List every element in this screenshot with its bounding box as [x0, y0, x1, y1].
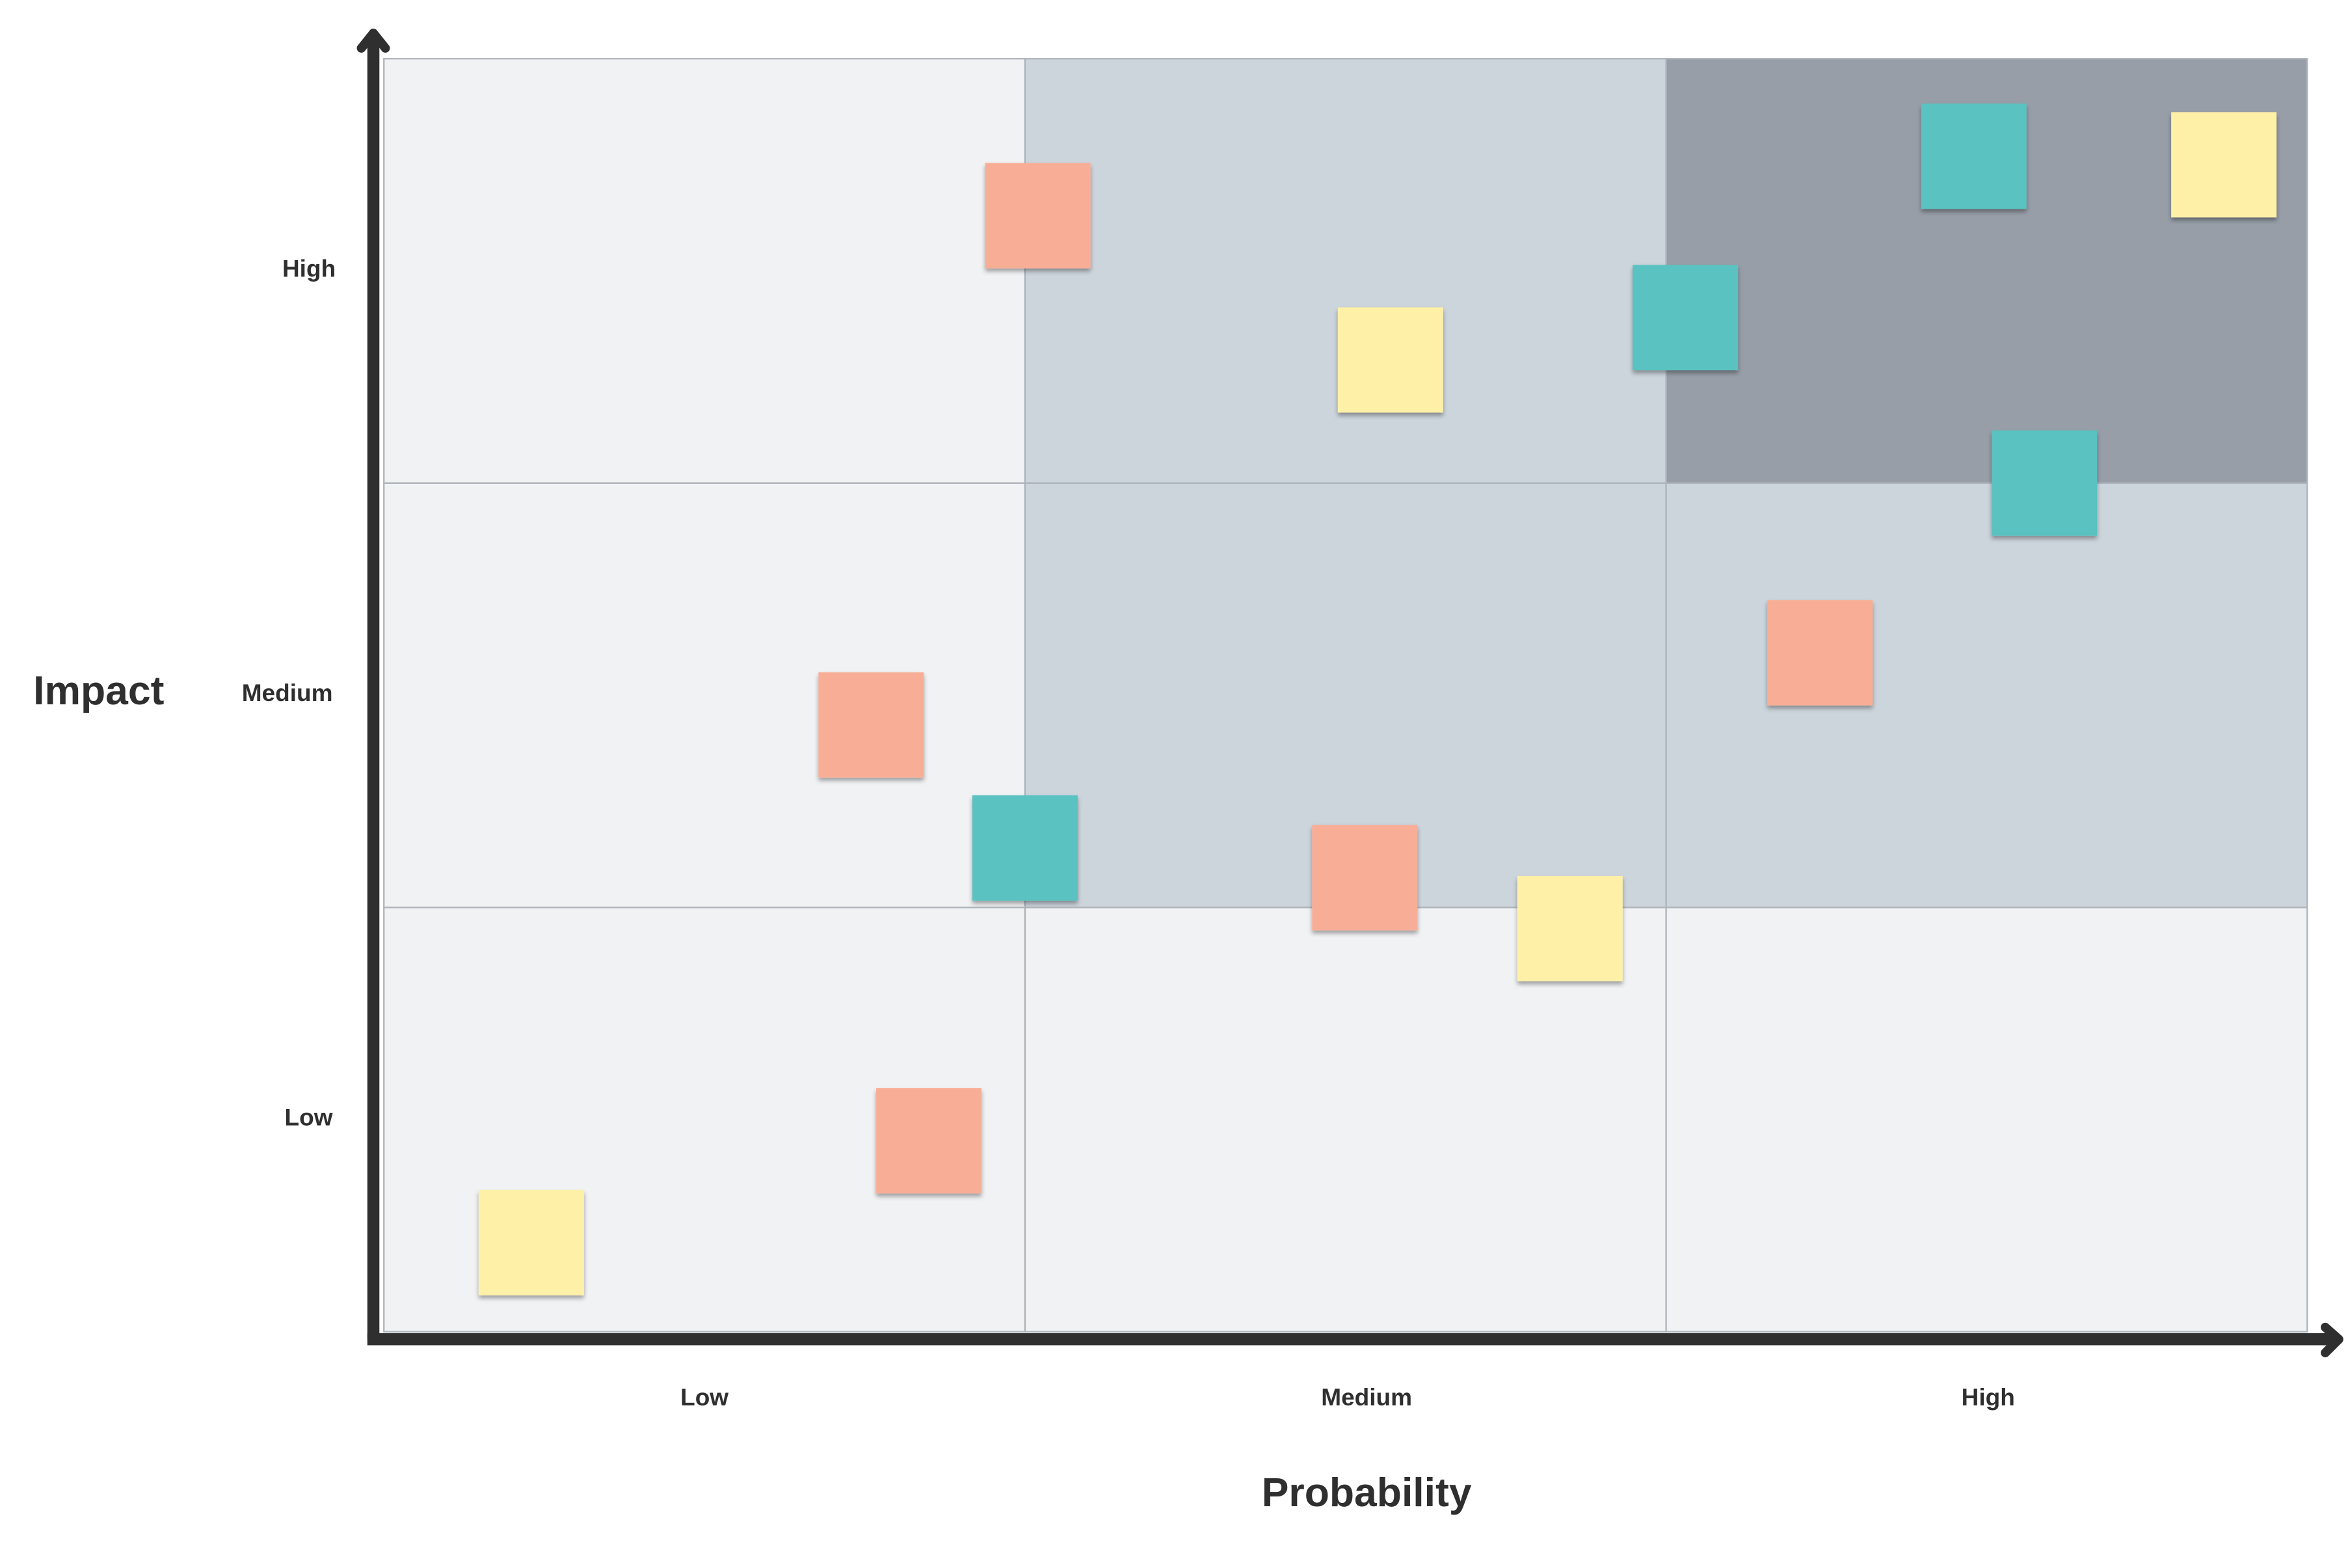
x-axis-title: Probability — [1262, 1470, 1472, 1515]
x-axis — [367, 1322, 2343, 1358]
y-axis-arrowhead-icon — [356, 28, 390, 53]
sticky-note-6[interactable] — [1992, 430, 2098, 536]
sticky-note-8[interactable] — [818, 672, 924, 778]
y-level-high: High — [282, 255, 336, 282]
sticky-note-2[interactable] — [1337, 307, 1443, 413]
y-level-medium: Medium — [242, 679, 333, 706]
y-level-low: Low — [285, 1104, 333, 1131]
x-level-high: High — [1962, 1383, 2015, 1411]
cell-impact-high-probability-medium — [1024, 58, 1667, 484]
sticky-note-3[interactable] — [1633, 265, 1739, 371]
x-axis-arrowhead-icon — [2321, 1322, 2343, 1358]
sticky-note-13[interactable] — [478, 1189, 584, 1296]
sticky-note-12[interactable] — [876, 1088, 982, 1194]
cell-impact-low-probability-high — [1665, 907, 2308, 1333]
sticky-note-4[interactable] — [1921, 103, 2027, 209]
y-axis-title: Impact — [33, 668, 165, 713]
sticky-note-10[interactable] — [1312, 825, 1418, 931]
x-level-medium: Medium — [1321, 1383, 1412, 1411]
sticky-note-11[interactable] — [1517, 875, 1623, 981]
sticky-note-5[interactable] — [2171, 112, 2277, 218]
cell-impact-medium-probability-low — [383, 482, 1026, 909]
sticky-note-9[interactable] — [972, 795, 1078, 901]
matrix-cells — [383, 58, 2308, 1333]
sticky-note-7[interactable] — [1767, 600, 1873, 706]
x-level-low: Low — [680, 1383, 728, 1411]
cell-impact-high-probability-low — [383, 58, 1026, 484]
sticky-note-1[interactable] — [985, 163, 1091, 269]
y-axis — [356, 28, 390, 1340]
sticky-notes — [478, 103, 2277, 1296]
cell-impact-medium-probability-high — [1665, 482, 2308, 909]
